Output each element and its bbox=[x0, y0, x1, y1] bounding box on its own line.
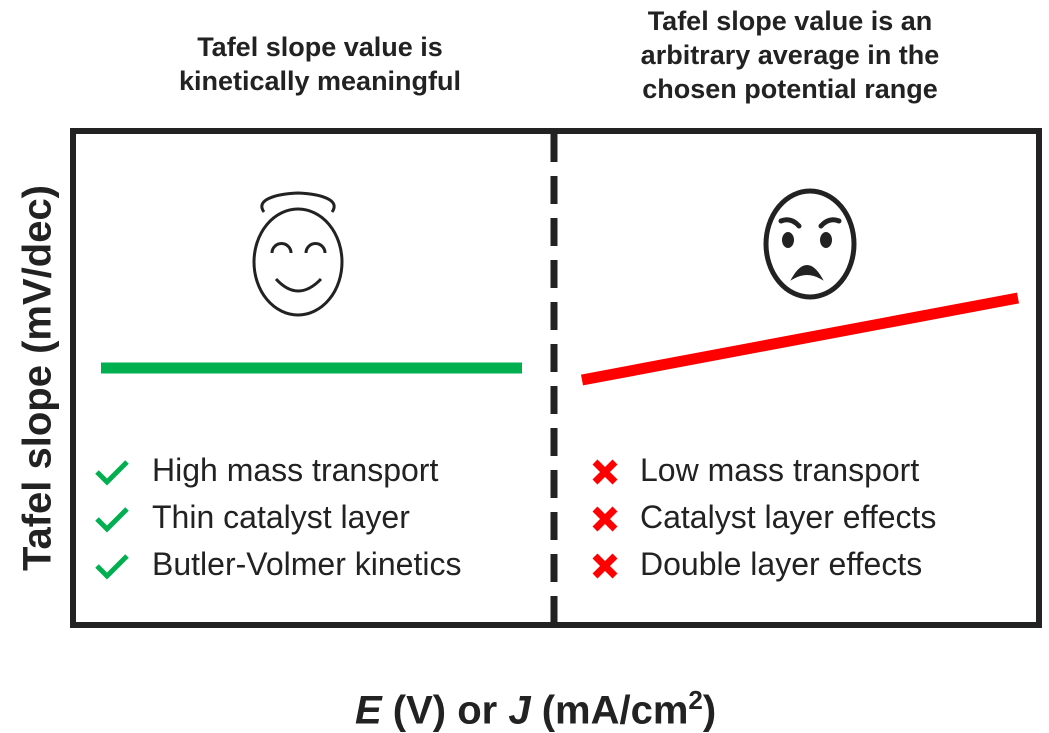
right-panel-title: Tafel slope value is an arbitrary averag… bbox=[640, 6, 940, 104]
checkmark-icon bbox=[95, 507, 129, 533]
left-item: Butler-Volmer kinetics bbox=[152, 546, 462, 582]
diagram: Tafel slope value is kinetically meaning… bbox=[15, 6, 1042, 732]
diagram-graphics bbox=[70, 128, 1042, 628]
checkmark-icon bbox=[95, 554, 129, 580]
cross-icon bbox=[592, 553, 618, 579]
left-item: High mass transport bbox=[152, 452, 439, 488]
left-item: Thin catalyst layer bbox=[152, 499, 410, 535]
right-item: Catalyst layer effects bbox=[640, 499, 937, 535]
sloped-tafel-line bbox=[580, 292, 1020, 386]
y-axis-label: Tafel slope (mV/dec) bbox=[15, 184, 60, 572]
right-item: Double layer effects bbox=[640, 546, 923, 582]
x-axis-label: E (V) or J (mA/cm2) bbox=[355, 685, 717, 733]
checkmark-icon bbox=[95, 460, 129, 486]
right-item: Low mass transport bbox=[640, 452, 920, 488]
angry-face-icon bbox=[763, 188, 857, 300]
smiling-angel-face-icon bbox=[252, 191, 344, 317]
cross-icon bbox=[592, 459, 618, 485]
cross-icon bbox=[592, 506, 618, 532]
plot-frame bbox=[70, 128, 1042, 628]
left-panel-title: Tafel slope value is kinetically meaning… bbox=[178, 32, 462, 96]
